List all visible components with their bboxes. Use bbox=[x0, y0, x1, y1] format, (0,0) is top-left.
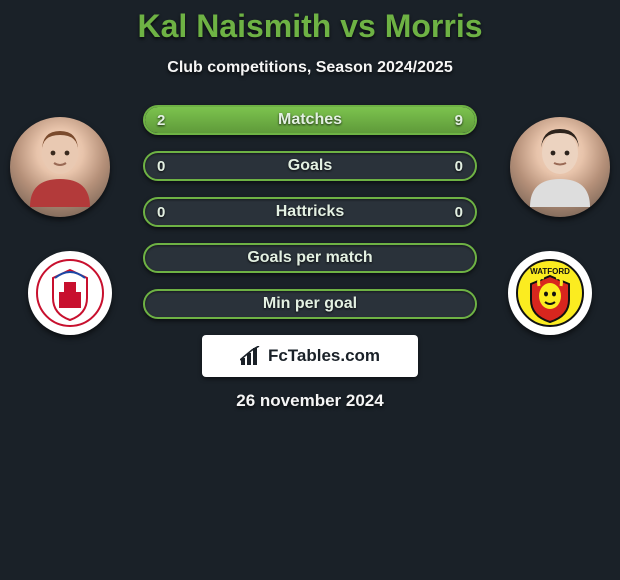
comparison-card: Kal Naismith vs Morris Club competitions… bbox=[0, 0, 620, 411]
stat-value-right: 0 bbox=[455, 153, 463, 179]
stat-label: Goals per match bbox=[145, 245, 475, 271]
source-logo: FcTables.com bbox=[202, 335, 418, 377]
date-label: 26 november 2024 bbox=[0, 391, 620, 411]
stat-value-right: 9 bbox=[455, 107, 463, 133]
person-silhouette-icon bbox=[25, 127, 95, 207]
stat-label: Min per goal bbox=[145, 291, 475, 317]
stat-bar-hattricks: 0 Hattricks 0 bbox=[143, 197, 477, 227]
player-left-portrait bbox=[10, 117, 110, 217]
club-right-badge: WATFORD bbox=[508, 251, 592, 335]
stat-label: Hattricks bbox=[145, 199, 475, 225]
source-logo-text: FcTables.com bbox=[268, 346, 380, 366]
stat-bar-min-per-goal: Min per goal bbox=[143, 289, 477, 319]
stat-label: Matches bbox=[145, 107, 475, 133]
bar-chart-icon bbox=[240, 346, 262, 366]
stat-bar-goals-per-match: Goals per match bbox=[143, 243, 477, 273]
club-crest-icon bbox=[35, 258, 105, 328]
stat-bar-matches: 2 Matches 9 bbox=[143, 105, 477, 135]
stat-value-right: 0 bbox=[455, 199, 463, 225]
club-crest-icon: WATFORD bbox=[515, 258, 585, 328]
page-title: Kal Naismith vs Morris bbox=[0, 8, 620, 45]
svg-text:WATFORD: WATFORD bbox=[530, 267, 570, 276]
person-silhouette-icon bbox=[525, 127, 595, 207]
club-left-badge bbox=[28, 251, 112, 335]
stat-bar-goals: 0 Goals 0 bbox=[143, 151, 477, 181]
stat-bars: 2 Matches 9 0 Goals 0 0 Hattricks 0 bbox=[143, 105, 477, 319]
content-area: WATFORD 2 Matches 9 0 Goals bbox=[0, 105, 620, 411]
subtitle: Club competitions, Season 2024/2025 bbox=[0, 59, 620, 77]
player-right-portrait bbox=[510, 117, 610, 217]
stat-label: Goals bbox=[145, 153, 475, 179]
